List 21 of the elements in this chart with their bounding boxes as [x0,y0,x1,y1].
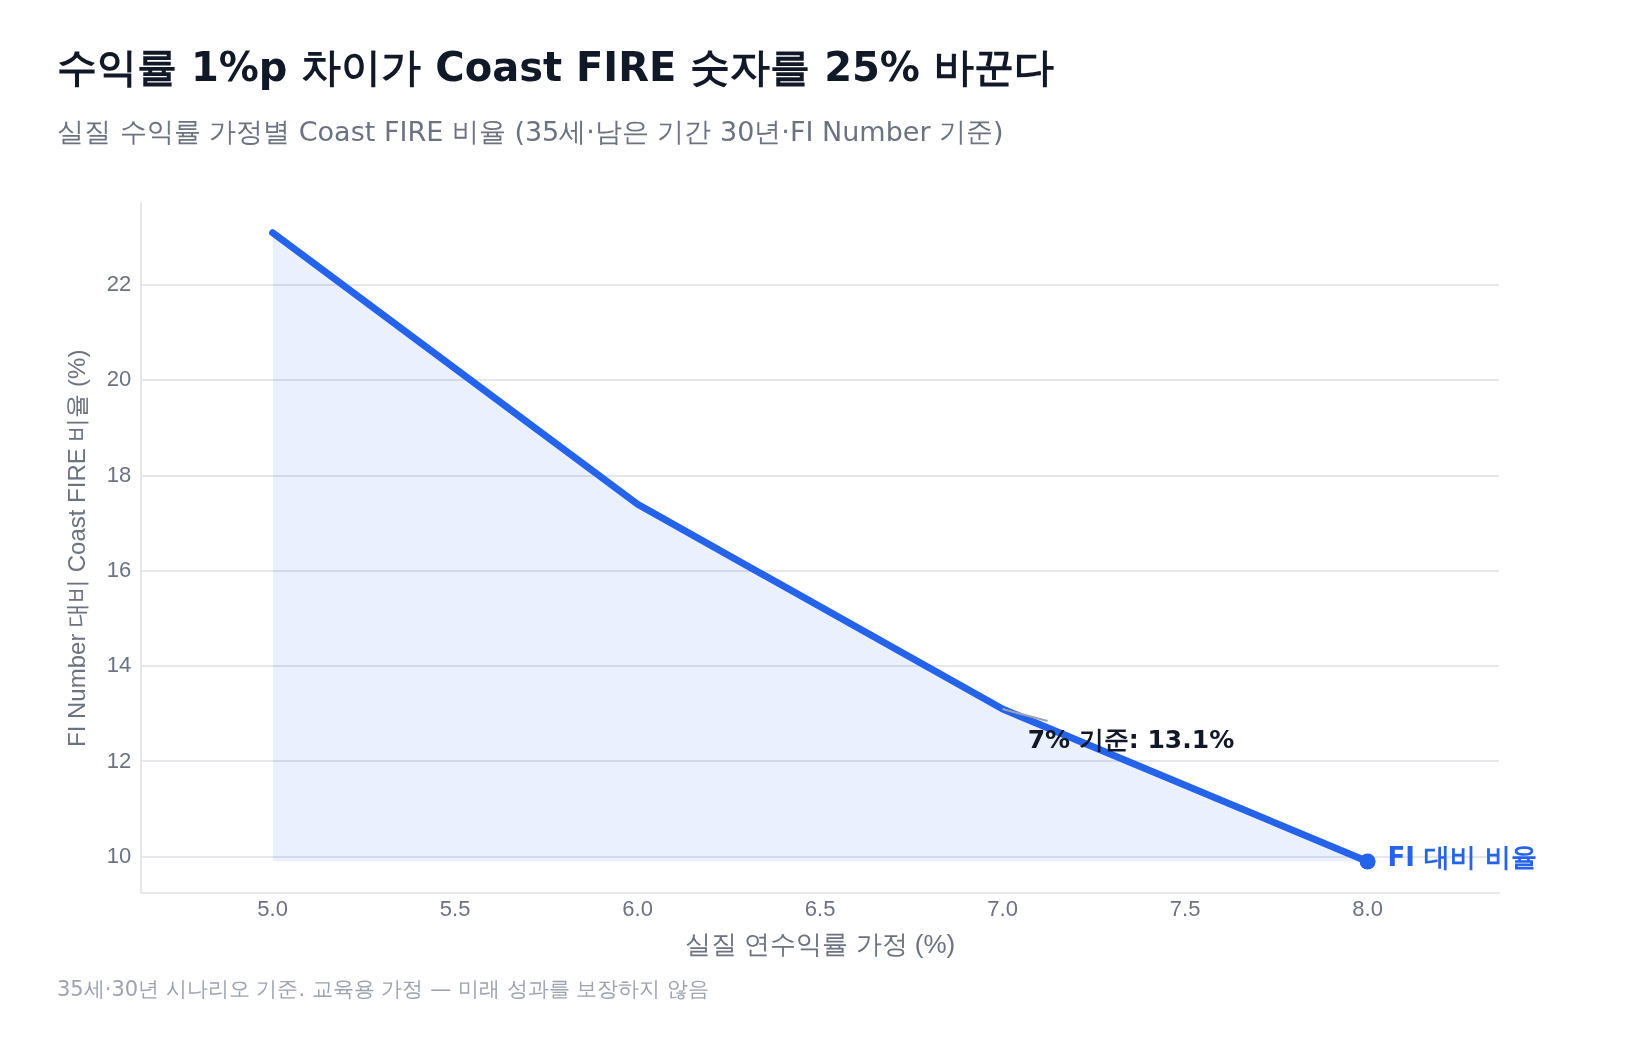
y-tick-label: 22 [106,271,132,297]
text: 35세·30년 시나리오 기준. 교육용 가정 — 미래 성과를 보장하지 않음 [57,976,709,1003]
y-tick-label: 12 [106,747,132,773]
y-tick-label: 10 [106,842,132,868]
chart-title: 수익률 1%p 차이가 Coast FIRE 숫자를 25% 바꾼다 [57,43,1054,92]
chart-subtitle: 실질 수익률 가정별 Coast FIRE 비율 (35세·남은 기간 30년·FI Number 기준) [57,115,1004,149]
x-axis-title: 실질 연수익률 가정 (%) [685,928,956,959]
series-label: FI 대비 비율 [1387,842,1538,873]
x-tick-label: 6.0 [622,895,653,921]
annotation: 7% 기준: 13.1% [1027,724,1235,754]
x-tick-label: 5.0 [257,895,288,921]
x-tick-label: 6.5 [804,895,836,921]
y-tick-label: 16 [106,556,132,582]
y-tick-label: 18 [106,461,132,487]
y-tick-label: 20 [106,366,132,392]
x-tick-label: 5.5 [439,895,471,921]
x-tick-label: 7.5 [1169,895,1201,921]
x-tick-label: 8.0 [1352,895,1383,921]
x-tick-label: 7.0 [987,895,1018,921]
y-tick-label: 14 [106,652,132,678]
y-axis-title: FI Number 대비 Coast FIRE 비율 (%) [63,349,91,747]
